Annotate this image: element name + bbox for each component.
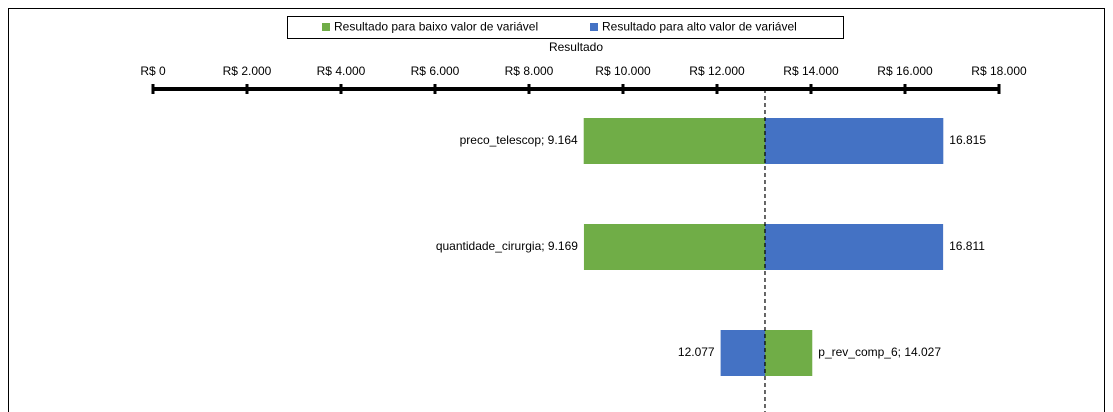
x-tick-label: R$ 2.000 — [223, 64, 272, 78]
x-tick-label: R$ 10.000 — [595, 64, 651, 78]
legend-label: Resultado para alto valor de variável — [602, 20, 797, 34]
data-label: 12.077 — [678, 345, 715, 359]
legend-label: Resultado para baixo valor de variável — [334, 20, 538, 34]
legend-box — [287, 16, 844, 39]
axis-title: Resultado — [549, 40, 603, 54]
x-tick-label: R$ 0 — [140, 64, 166, 78]
x-tick-label: R$ 16.000 — [877, 64, 933, 78]
bar — [764, 224, 944, 270]
x-tick-label: R$ 14.000 — [783, 64, 839, 78]
bar — [764, 118, 944, 164]
bar — [583, 118, 765, 164]
chart-frame — [8, 8, 1105, 412]
data-label: quantidade_cirurgia; 9.169 — [436, 239, 578, 253]
bar — [764, 330, 813, 376]
x-tick-label: R$ 8.000 — [505, 64, 554, 78]
data-label: p_rev_comp_6; 14.027 — [818, 345, 941, 359]
legend-swatch — [322, 23, 330, 31]
legend-swatch — [590, 23, 598, 31]
bar — [583, 224, 765, 270]
x-tick-label: R$ 6.000 — [411, 64, 460, 78]
x-tick-label: R$ 4.000 — [317, 64, 366, 78]
x-tick-label: R$ 18.000 — [971, 64, 1027, 78]
bar — [720, 330, 765, 376]
data-label: preco_telescop; 9.164 — [460, 133, 578, 147]
data-label: 16.815 — [949, 133, 986, 147]
data-label: 16.811 — [949, 239, 985, 253]
x-tick-label: R$ 12.000 — [689, 64, 745, 78]
